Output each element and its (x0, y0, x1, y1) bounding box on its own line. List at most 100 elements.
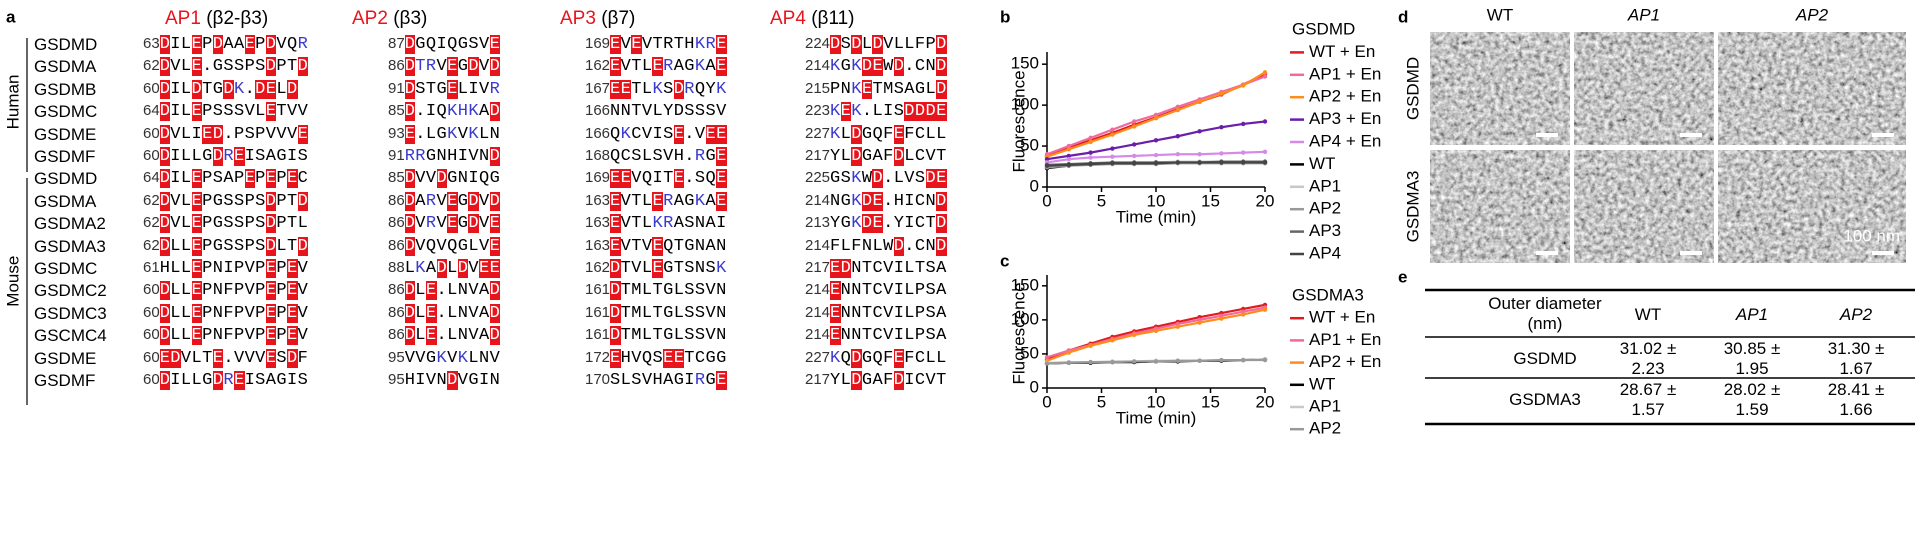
table-header: WT (1634, 305, 1662, 324)
residue-number: 170 (585, 371, 611, 388)
legend-title: GSDMD (1292, 19, 1355, 38)
residue: N (457, 326, 469, 346)
residue: V (415, 236, 426, 256)
sequence: DTVLEGTSNSK (610, 259, 727, 278)
residue: R (684, 79, 695, 99)
data-point (1153, 328, 1159, 333)
legend-label: AP4 + En (1309, 131, 1381, 150)
residue: L (447, 281, 458, 301)
residue: Y (663, 102, 674, 122)
residue: K (447, 102, 458, 122)
sequence-cell: 86DLE.LNVAD (388, 303, 501, 323)
sequence: DTMLTGLSSVN (610, 281, 727, 301)
residue: D (610, 326, 621, 346)
legend-label: AP3 (1309, 221, 1341, 240)
residue-number: 86 (388, 236, 405, 254)
data-point (1197, 320, 1202, 325)
residue: V (478, 57, 490, 77)
residue: G (415, 35, 426, 54)
sequence: EDVLTE.VVVESDF (159, 348, 309, 368)
protein-name: GSDMA3 (34, 236, 106, 256)
residue: D (297, 236, 309, 256)
residue: L (468, 236, 479, 256)
residue: I (904, 214, 915, 234)
sequence: DTMLTGLSSVN (610, 326, 727, 346)
residue: D (265, 191, 277, 211)
residue: P (830, 79, 841, 99)
residue: V (478, 236, 490, 256)
residue: T (652, 35, 664, 54)
residue: G (840, 191, 852, 211)
residue: L (641, 281, 653, 301)
residue: N (851, 326, 862, 346)
sequence: GSKWD.LVSDE (830, 169, 947, 189)
residue: S (694, 281, 706, 301)
residue: V (415, 169, 426, 189)
residue: D (297, 191, 309, 211)
residue: F (883, 371, 894, 390)
residue: E (872, 57, 884, 77)
sequence: DARVEGDVD (404, 191, 501, 211)
sequence-cell: 62DVLEPGSSPSDPTD (143, 191, 309, 211)
x-tick-label: 0 (1042, 392, 1051, 411)
residue-number: 60 (143, 79, 160, 97)
table-cell: 28.41 ± 1.66 (1827, 380, 1885, 419)
table-header: Outer diameter (nm) (1488, 294, 1602, 333)
residue: E (191, 259, 203, 278)
residue-number: 214 (805, 326, 831, 344)
sequence: DILEPDAAEPDVQR (159, 35, 309, 54)
data-point (1175, 107, 1181, 113)
residue: L (180, 102, 192, 122)
residue: A (478, 102, 490, 122)
residue: T (415, 57, 426, 77)
residue: L (170, 303, 181, 323)
residue: V (631, 348, 642, 368)
y-tick-label: 150 (1011, 54, 1039, 73)
protein-name: GSDME (34, 348, 97, 368)
sequence-cell: 161DTMLTGLSSVN (585, 326, 727, 346)
residue: T (936, 371, 947, 390)
residue-number: 217 (805, 371, 831, 388)
residue: L (180, 326, 192, 346)
sequence-cell: 86DLE.LNVAD (388, 281, 501, 301)
residue: I (415, 371, 426, 390)
residue: E (830, 326, 841, 346)
residue: A (223, 169, 234, 189)
residue: S (223, 191, 234, 211)
residue: L (904, 259, 915, 278)
residue: N (840, 326, 852, 346)
panel-letter: a (6, 7, 16, 26)
residue: E (610, 169, 621, 189)
sequence-cell: 60DVLIED.PSPVVVE (143, 124, 309, 144)
data-point (1132, 153, 1137, 159)
residue-number: 161 (585, 281, 611, 299)
residue: P (276, 191, 287, 211)
residue: K (851, 102, 862, 122)
residue: V (620, 214, 632, 234)
residue: V (663, 147, 674, 166)
residue: V (641, 35, 653, 54)
data-point (1175, 152, 1181, 157)
residue: H (652, 371, 664, 390)
residue: E (489, 259, 501, 278)
residue: L (673, 281, 685, 301)
residue: K (415, 259, 426, 278)
sequence-cell: 60DLLEPNFPVPEPEV (143, 326, 308, 346)
residue-number: 166 (585, 102, 611, 120)
data-point (1066, 162, 1072, 168)
residue: G (861, 124, 873, 144)
data-point (1262, 70, 1268, 75)
residue: V (468, 303, 479, 323)
residue: E (191, 102, 203, 122)
residue: I (223, 259, 234, 278)
residue: N (489, 124, 501, 144)
residue: N (457, 169, 469, 189)
sequence: DVQVQGLVE (404, 236, 501, 256)
residue: D (851, 147, 862, 166)
residue: G (705, 371, 717, 390)
residue: S (925, 303, 937, 323)
residue: H (457, 102, 469, 122)
residue: T (631, 57, 642, 77)
sequence-cell: 215PNKETMSAGLD (805, 79, 947, 99)
residue: . (244, 79, 256, 99)
